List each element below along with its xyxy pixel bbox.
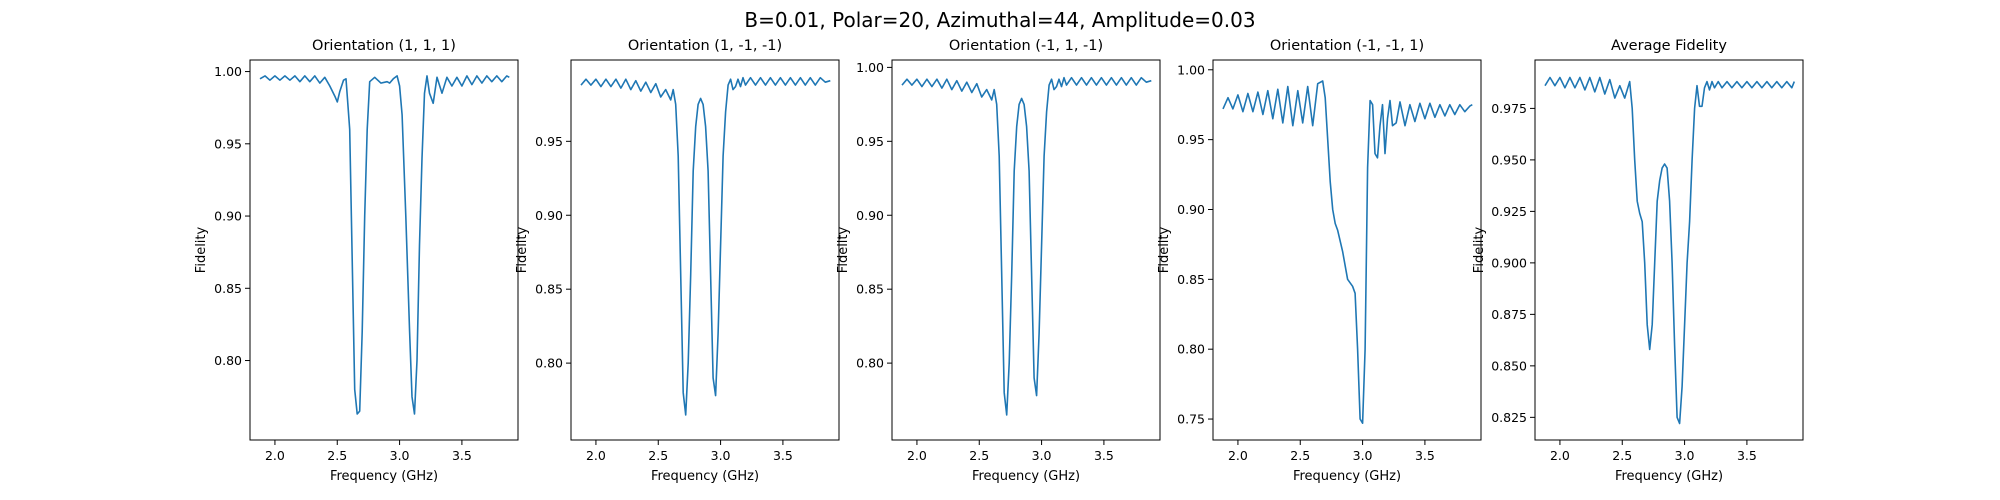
y-tick-label: 1.00 [1177, 62, 1205, 77]
panel-title: Average Fidelity [1611, 38, 1727, 54]
x-axis-label: Frequency (GHz) [1293, 469, 1401, 484]
x-tick-label: 2.0 [1550, 448, 1570, 463]
y-tick-label: 0.950 [1491, 152, 1527, 167]
y-tick-label: 0.75 [1177, 412, 1205, 427]
y-tick-label: 0.850 [1491, 358, 1527, 373]
x-axis-label: Frequency (GHz) [330, 469, 438, 484]
x-tick-label: 3.0 [1353, 448, 1373, 463]
series-line [1544, 76, 1796, 425]
x-tick-label: 3.0 [1675, 448, 1695, 463]
y-tick-label: 0.85 [535, 282, 563, 297]
x-axis-label: Frequency (GHz) [972, 469, 1080, 484]
x-tick-label: 3.5 [1737, 448, 1757, 463]
y-axis-label: Fidelity [836, 226, 851, 273]
y-tick-label: 1.00 [214, 64, 242, 79]
x-tick-label: 3.0 [711, 448, 731, 463]
y-tick-label: 0.90 [1177, 202, 1205, 217]
y-tick-label: 0.85 [856, 282, 884, 297]
x-tick-label: 2.0 [586, 448, 606, 463]
panel-title: Orientation (1, 1, 1) [312, 38, 456, 54]
y-tick-label: 0.825 [1491, 410, 1527, 425]
y-tick-label: 0.900 [1491, 255, 1527, 270]
x-tick-label: 3.0 [1032, 448, 1052, 463]
panel-title: Orientation (-1, -1, 1) [1270, 38, 1424, 54]
plot-frame [249, 59, 519, 441]
x-tick-label: 2.0 [1228, 448, 1248, 463]
y-axis-label: Fidelity [1157, 226, 1172, 273]
y-tick-label: 0.90 [856, 208, 884, 223]
y-tick-label: 0.85 [1177, 272, 1205, 287]
panel-title: Orientation (-1, 1, -1) [949, 38, 1103, 54]
y-tick-label: 0.875 [1491, 307, 1527, 322]
y-tick-label: 1.00 [856, 60, 884, 75]
series-line [901, 76, 1152, 416]
y-tick-label: 0.95 [856, 134, 884, 149]
y-tick-label: 0.90 [214, 209, 242, 224]
panel-title: Orientation (1, -1, -1) [628, 38, 782, 54]
y-axis-label: Fidelity [194, 226, 209, 273]
x-axis-label: Frequency (GHz) [1615, 469, 1723, 484]
x-tick-label: 3.5 [1415, 448, 1435, 463]
plot-frame [891, 59, 1161, 441]
x-tick-label: 2.5 [648, 448, 668, 463]
y-tick-label: 0.95 [1177, 132, 1205, 147]
x-tick-label: 2.5 [1612, 448, 1632, 463]
x-tick-label: 3.5 [1094, 448, 1114, 463]
y-axis-label: Fidelity [515, 226, 530, 273]
y-tick-label: 0.95 [535, 134, 563, 149]
y-tick-label: 0.85 [214, 281, 242, 296]
x-tick-label: 2.0 [265, 448, 285, 463]
plot-frame [570, 59, 840, 441]
y-tick-label: 0.80 [535, 356, 563, 371]
x-tick-label: 2.5 [969, 448, 989, 463]
plot-frame [1534, 59, 1804, 441]
x-tick-label: 3.5 [452, 448, 472, 463]
y-tick-label: 0.90 [535, 208, 563, 223]
y-tick-label: 0.80 [1177, 342, 1205, 357]
x-tick-label: 3.0 [390, 448, 410, 463]
y-tick-label: 0.925 [1491, 204, 1527, 219]
y-axis-label: Fidelity [1472, 226, 1487, 273]
figure-title: B=0.01, Polar=20, Azimuthal=44, Amplitud… [744, 8, 1255, 32]
x-tick-label: 3.5 [773, 448, 793, 463]
series-line [259, 75, 510, 415]
x-axis-label: Frequency (GHz) [651, 469, 759, 484]
y-tick-label: 0.975 [1491, 101, 1527, 116]
series-line [1222, 80, 1473, 425]
series-line [580, 76, 831, 416]
x-tick-label: 2.0 [907, 448, 927, 463]
y-tick-label: 0.80 [856, 356, 884, 371]
plot-frame [1212, 59, 1482, 441]
y-tick-label: 0.80 [214, 353, 242, 368]
x-tick-label: 2.5 [1290, 448, 1310, 463]
y-tick-label: 0.95 [214, 136, 242, 151]
x-tick-label: 2.5 [327, 448, 347, 463]
